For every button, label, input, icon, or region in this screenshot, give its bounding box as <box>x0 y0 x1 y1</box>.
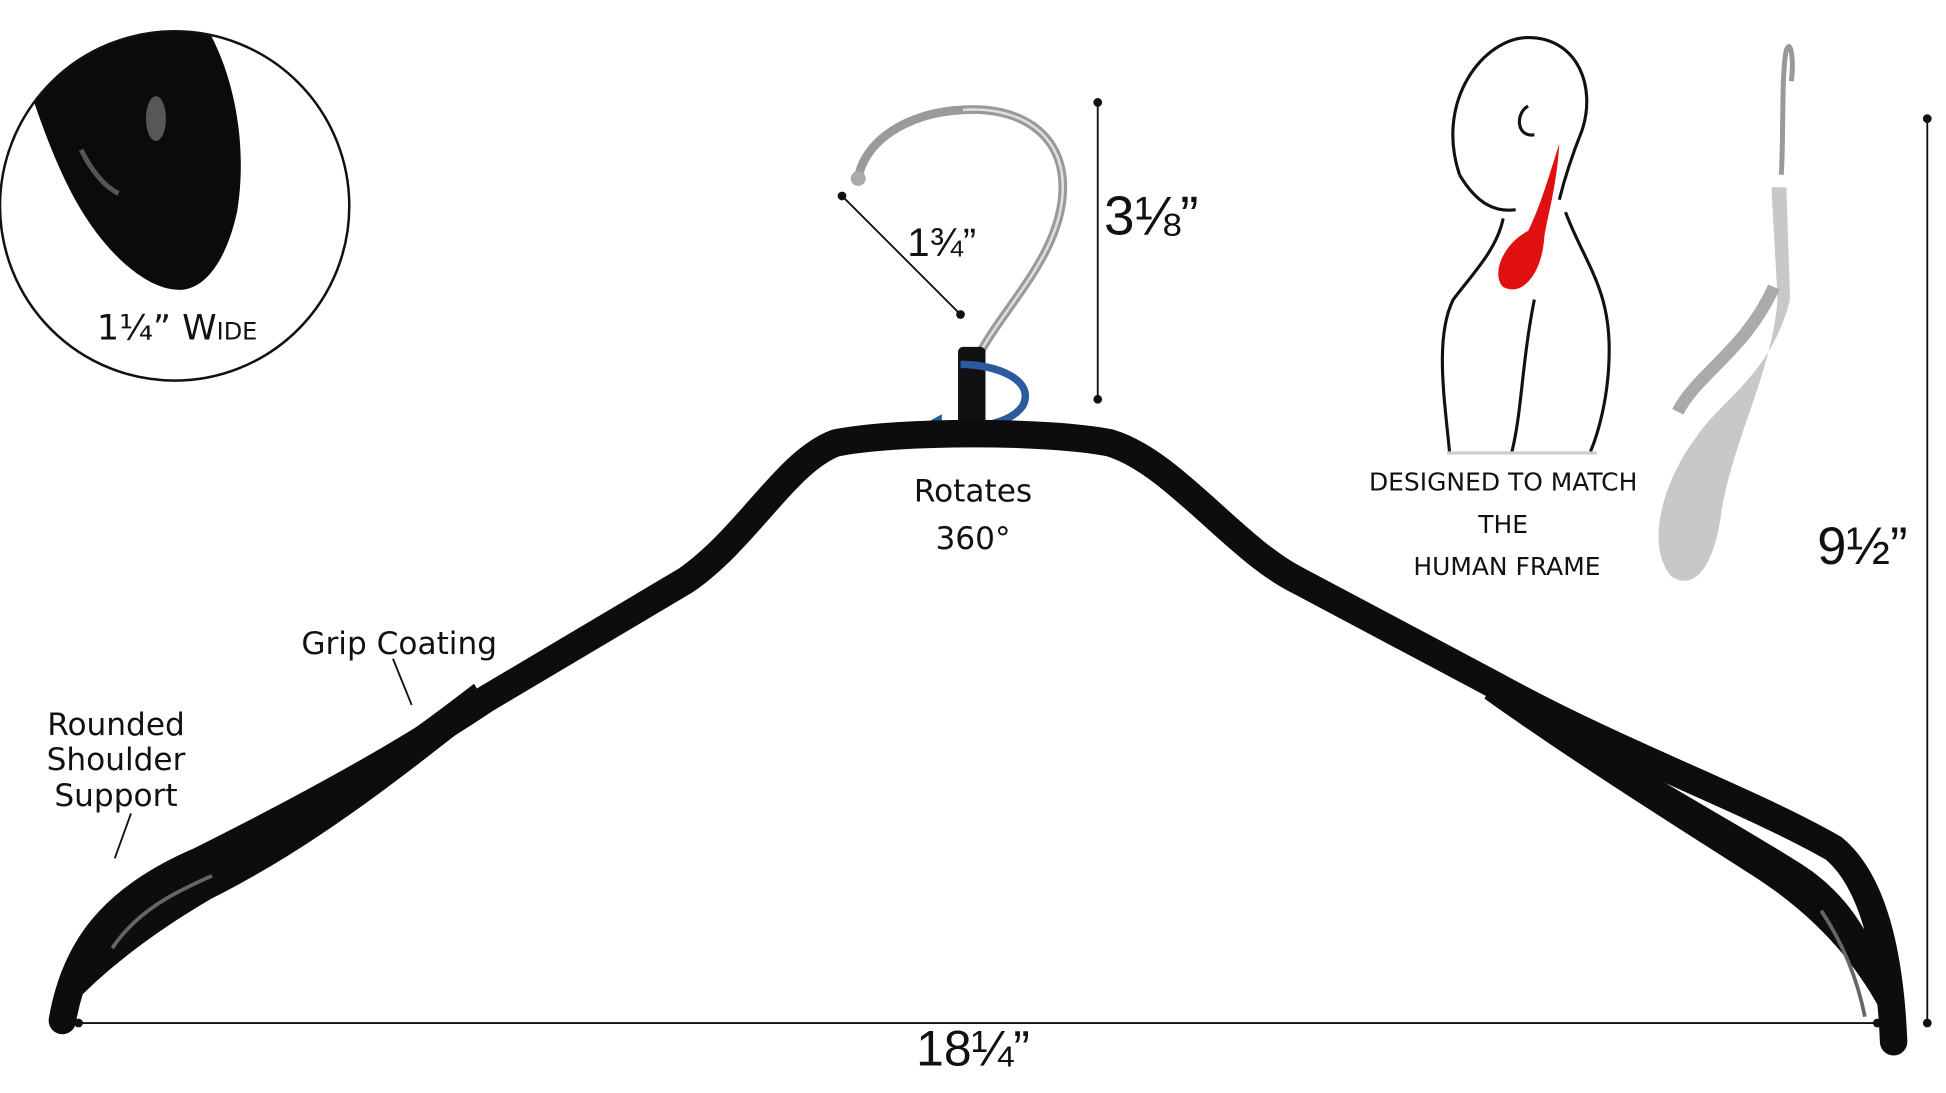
callout-label: 1¼” Wide <box>97 308 257 348</box>
hook-height: 3⅛” <box>1104 185 1199 247</box>
shoulder-line: Rounded <box>47 707 185 743</box>
hook-diameter: 1¾” <box>907 221 976 265</box>
rotation-line: Rotates <box>914 474 1032 510</box>
dimension-dots <box>74 98 1932 1028</box>
dimension-lines <box>78 102 1929 1024</box>
hook <box>850 105 1068 440</box>
human-frame-line: THE <box>1477 510 1528 539</box>
width-dimension: 18¼” <box>916 1020 1030 1076</box>
rotation-line: 360° <box>935 521 1010 557</box>
shoulder-highlight <box>1498 143 1560 290</box>
human-frame-line: HUMAN FRAME <box>1413 552 1600 581</box>
height-dimension: 9½” <box>1817 518 1907 576</box>
human-figure <box>1440 35 1611 455</box>
shoulder-line: Shoulder <box>47 742 186 778</box>
zoom-callout: 1¼” Wide <box>0 30 351 382</box>
shoulder-line: Support <box>54 778 177 814</box>
human-frame-line: DESIGNED TO MATCH <box>1369 467 1637 496</box>
grip-label: Grip Coating <box>301 626 497 662</box>
side-view-hanger <box>1658 44 1795 581</box>
hanger-body <box>48 419 1908 1056</box>
